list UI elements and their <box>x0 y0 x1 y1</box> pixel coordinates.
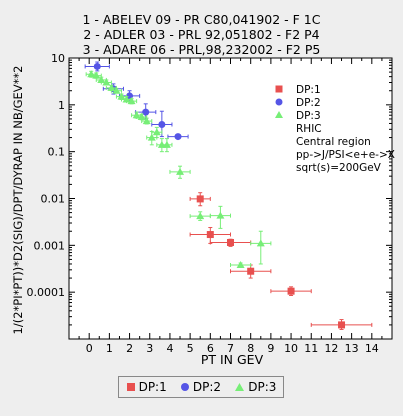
data-point <box>176 167 185 175</box>
data-point <box>97 75 106 83</box>
data-point <box>112 86 121 94</box>
triangle-marker-icon <box>235 383 245 391</box>
data-point <box>93 62 101 70</box>
x-tick-label: 13 <box>345 342 359 355</box>
outer-legend: DP:1 DP:2 DP:3 <box>118 376 284 398</box>
data-point <box>338 321 346 329</box>
data-point <box>216 211 225 219</box>
x-tick-label: 8 <box>247 342 254 355</box>
inner-legend-label: DP:2 <box>296 97 321 109</box>
outer-legend-item-1: DP:1 <box>126 380 167 394</box>
data-point <box>206 231 214 239</box>
annotation-line: sqrt(s)=200GeV <box>296 162 382 174</box>
x-tick-label: 3 <box>146 342 153 355</box>
x-tick-label: 4 <box>166 342 173 355</box>
data-point <box>227 238 234 246</box>
circle-marker-icon <box>180 383 189 391</box>
y-tick-label: 10 <box>51 52 65 65</box>
annotation-line: Central region <box>296 136 371 148</box>
plot-area <box>68 57 393 340</box>
x-tick-label: 1 <box>106 342 113 355</box>
data-point <box>174 133 182 141</box>
data-point <box>102 78 111 86</box>
header-line-3: 3 - ADARE 06 - PRL,98,232002 - F2 P5 <box>82 42 321 57</box>
data-point <box>92 71 101 79</box>
data-point <box>147 133 156 141</box>
data-point <box>158 121 166 129</box>
x-tick-label: 14 <box>365 342 379 355</box>
x-axis-label: PT IN GEV <box>201 352 264 367</box>
data-point <box>132 111 141 119</box>
y-tick-label: 0.01 <box>41 193 66 206</box>
inner-legend-label: DP:3 <box>296 110 321 122</box>
inner-legend: DP:1DP:2DP:3 <box>275 84 321 122</box>
outer-legend-label-1: DP:1 <box>138 380 167 394</box>
data-point <box>196 195 204 203</box>
data-series <box>84 61 373 330</box>
data-point <box>137 112 146 120</box>
x-tick-label: 6 <box>207 342 214 355</box>
data-point <box>196 212 205 220</box>
data-point <box>142 117 151 125</box>
annotation-line: pp->J/PSI<e+e->X <box>296 149 395 161</box>
x-tick-label: 2 <box>126 342 133 355</box>
x-tick-label: 12 <box>324 342 338 355</box>
data-point <box>256 239 265 247</box>
x-tick-label: 7 <box>227 342 234 355</box>
outer-legend-label-2: DP:2 <box>192 380 222 394</box>
header-line-1: 1 - ABELEV 09 - PR C80,041902 - F 1C <box>82 12 321 27</box>
outer-legend-item-3: DP:3 <box>234 380 276 394</box>
data-point <box>107 83 116 91</box>
data-point <box>162 140 171 148</box>
data-point <box>127 97 136 105</box>
data-point <box>287 287 295 295</box>
series-3 <box>85 70 272 269</box>
x-tick-label: 5 <box>187 342 194 355</box>
y-axis: 10 1 0.1 0.01 0.001 0.0001 <box>27 52 392 326</box>
outer-legend-label-3: DP:3 <box>248 380 277 394</box>
inner-legend-label: DP:1 <box>296 84 321 96</box>
x-tick-label: 10 <box>284 342 298 355</box>
data-point <box>142 108 150 116</box>
y-tick-label: 0.001 <box>34 239 66 252</box>
y-axis-label: 1/(2*PI*PT))*D2(SIG)/DPT/DYRAP IN NB/GEV… <box>11 66 25 335</box>
data-point <box>152 128 161 136</box>
y-tick-label: 0.0001 <box>27 286 66 299</box>
inner-legend-marker <box>275 98 283 106</box>
square-marker-icon <box>126 383 135 391</box>
x-tick-label: 0 <box>86 342 93 355</box>
annotation-line: RHIC <box>296 123 322 135</box>
data-point <box>247 267 255 275</box>
inner-legend-marker <box>275 85 283 93</box>
outer-legend-item-2: DP:2 <box>180 380 221 394</box>
inner-legend-marker <box>275 111 283 118</box>
chart-header: 1 - ABELEV 09 - PR C80,041902 - F 1C 2 -… <box>0 12 403 57</box>
data-point <box>117 92 126 100</box>
x-tick-label: 9 <box>267 342 274 355</box>
y-tick-label: 0.1 <box>48 146 66 159</box>
x-tick-label: 11 <box>304 342 318 355</box>
data-point <box>236 261 245 269</box>
y-tick-label: 1 <box>58 99 65 112</box>
header-line-2: 2 - ADLER 03 - PRL 92,051802 - F2 P4 <box>83 27 320 42</box>
x-axis: 0 1 2 3 4 5 6 7 8 9 10 11 12 13 14 <box>78 58 383 355</box>
